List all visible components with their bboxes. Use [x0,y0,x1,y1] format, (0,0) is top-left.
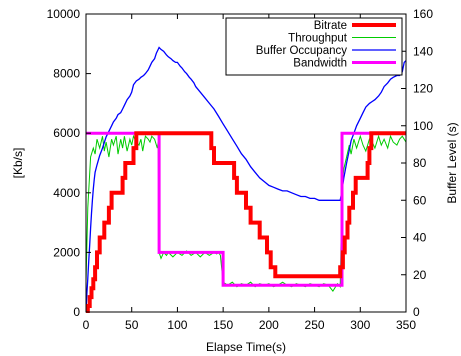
x-tick-label: 100 [167,318,187,332]
y-right-tick-label: 40 [413,231,427,245]
y-right-axis-title: Buffer Level (s) [445,122,459,203]
legend-label-throughput: Throughput [288,33,348,45]
legend-label-bitrate: Bitrate [314,20,347,32]
x-tick-label: 250 [305,318,325,332]
y-left-tick-label: 0 [73,305,80,319]
x-tick-label: 50 [125,318,139,332]
y-right-tick-label: 20 [413,268,427,282]
legend-box [225,17,403,76]
x-tick-label: 200 [259,318,279,332]
y-left-tick-label: 8000 [53,67,80,81]
legend-label-buffer-occupancy: Buffer Occupancy [256,45,347,57]
y-right-tick-label: 80 [413,156,427,170]
series-line-throughput [86,134,406,292]
y-right-tick-label: 60 [413,193,427,207]
y-right-tick-label: 100 [413,119,433,133]
x-tick-label: 0 [83,318,90,332]
y-right-tick-label: 0 [413,305,420,319]
legend-label-bandwidth: Bandwidth [293,58,347,70]
y-left-axis-title: [Kb/s] [11,148,25,179]
x-tick-label: 300 [350,318,370,332]
y-left-tick-label: 4000 [53,186,80,200]
series-line-bandwidth [86,131,406,287]
x-tick-label: 350 [396,318,416,332]
y-left-tick-label: 2000 [53,245,80,259]
y-left-tick-label: 6000 [53,126,80,140]
x-axis-title: Elapse Time(s) [206,340,286,354]
series-line-buffer-occupancy [86,46,406,313]
y-right-tick-label: 140 [413,44,433,58]
series-line-bitrate [86,131,406,313]
x-tick-label: 150 [213,318,233,332]
y-left-tick-label: 10000 [47,7,81,21]
y-right-tick-label: 160 [413,7,433,21]
y-right-tick-label: 120 [413,82,433,96]
